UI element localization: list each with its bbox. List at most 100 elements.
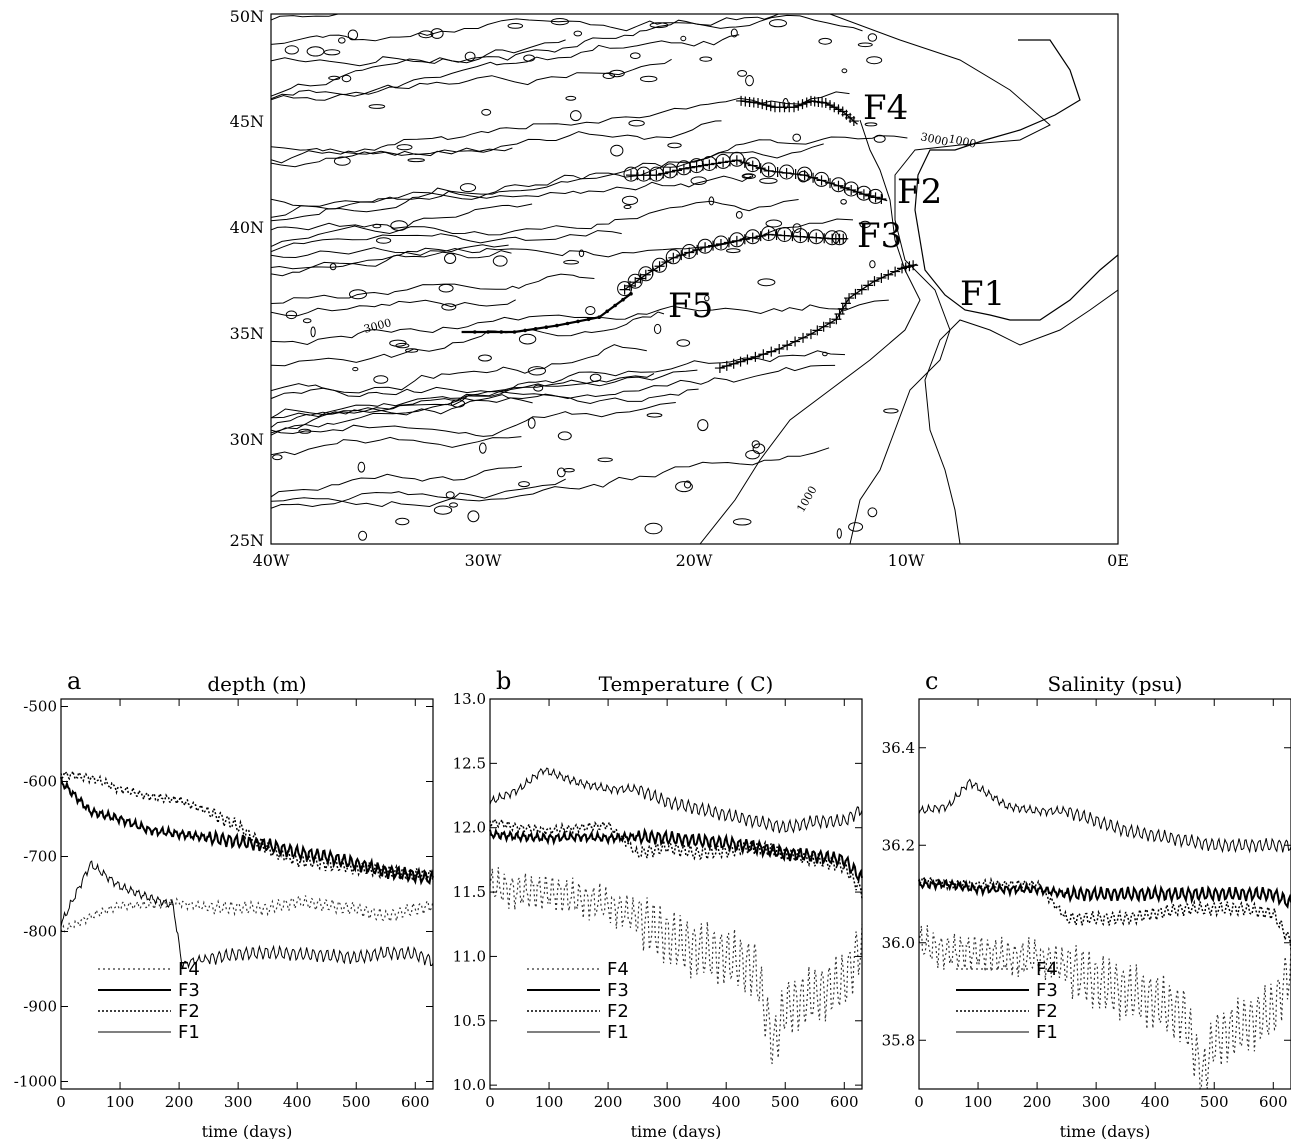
track-marker bbox=[801, 97, 812, 108]
panel-title: Salinity (psu) bbox=[1048, 672, 1183, 696]
bathymetry-blob bbox=[438, 283, 454, 293]
bathymetry-blob bbox=[675, 481, 693, 493]
coastline bbox=[914, 39, 1118, 321]
bathymetry-blob bbox=[751, 440, 760, 449]
bathymetry-blob bbox=[445, 491, 455, 499]
track-marker bbox=[755, 163, 766, 174]
track-circle-marker bbox=[745, 229, 761, 245]
bathymetry-line bbox=[271, 299, 516, 317]
track-marker bbox=[651, 170, 662, 181]
track-marker bbox=[765, 101, 776, 112]
bathymetry-blob bbox=[699, 56, 713, 62]
track-marker bbox=[772, 166, 783, 177]
y-tick-label: -600 bbox=[23, 773, 57, 791]
lat-label: 30N bbox=[230, 430, 264, 449]
bathymetry-blob bbox=[478, 354, 492, 362]
lon-label: 20W bbox=[676, 551, 713, 570]
bathymetry-blob bbox=[836, 528, 842, 539]
bathymetry-blob bbox=[358, 530, 368, 541]
x-tick-label: 200 bbox=[594, 1093, 623, 1111]
track-marker bbox=[763, 165, 774, 176]
bathymetry-blob bbox=[302, 318, 312, 324]
bathymetry-line bbox=[271, 14, 863, 45]
legend-label-f2: F2 bbox=[178, 1001, 200, 1022]
track-marker bbox=[731, 235, 742, 246]
bathymetry-blob bbox=[745, 75, 754, 87]
x-tick-label: 100 bbox=[964, 1093, 993, 1111]
bathymetry-blob bbox=[565, 95, 577, 101]
bathymetry-line bbox=[271, 244, 509, 277]
salinity-panel: 0 100 200 300 400 500 600 35.8 36.0 36.2 36.4 Salin… bbox=[882, 667, 1291, 1139]
track-marker bbox=[654, 261, 665, 272]
track-marker bbox=[848, 116, 859, 127]
x-tick-label: 400 bbox=[1141, 1093, 1170, 1111]
track-marker bbox=[523, 328, 527, 333]
track-marker bbox=[715, 239, 726, 250]
bathymetry-blob bbox=[306, 46, 325, 57]
bathymetry-blob bbox=[680, 35, 687, 42]
bathymetry-blob bbox=[578, 249, 585, 258]
bathymetry-blob bbox=[464, 51, 476, 62]
track-circle-marker bbox=[797, 166, 813, 182]
bathymetry-blob bbox=[873, 134, 886, 143]
track-marker bbox=[750, 351, 761, 362]
track-marker bbox=[761, 100, 772, 111]
track-marker bbox=[665, 166, 676, 177]
track-circle-marker bbox=[617, 281, 633, 297]
legend-label-f2: F2 bbox=[1036, 1001, 1058, 1022]
series-line-f3 bbox=[60, 776, 434, 886]
track-marker bbox=[863, 280, 874, 291]
track-marker bbox=[876, 272, 887, 283]
track-marker bbox=[825, 100, 836, 111]
track-marker bbox=[846, 184, 857, 195]
track-marker bbox=[708, 240, 719, 251]
track-circle-marker bbox=[761, 226, 777, 241]
track-marker bbox=[721, 360, 732, 371]
deep-contour bbox=[924, 289, 1118, 544]
slope-contour bbox=[699, 119, 921, 544]
track-marker bbox=[486, 330, 490, 334]
legend-label-f3: F3 bbox=[607, 980, 629, 1001]
bathymetry-blob bbox=[328, 75, 341, 81]
track-marker bbox=[739, 234, 750, 245]
y-tick-label: 36.0 bbox=[882, 934, 915, 952]
bathymetry-blob bbox=[573, 30, 583, 37]
bathymetry-blob bbox=[556, 467, 566, 478]
legend-label-f3: F3 bbox=[1036, 980, 1058, 1001]
track-circle-marker bbox=[792, 228, 808, 244]
x-tick-label: 100 bbox=[106, 1093, 135, 1111]
track-circle-marker bbox=[832, 230, 847, 246]
track-marker bbox=[619, 284, 630, 295]
track-marker bbox=[739, 157, 750, 168]
track-circle-marker bbox=[777, 227, 792, 242]
track-marker bbox=[869, 276, 880, 287]
track-circle-marker bbox=[636, 166, 652, 182]
track-marker bbox=[799, 170, 810, 181]
track-marker bbox=[735, 356, 746, 367]
bathymetry-blob bbox=[368, 104, 386, 109]
panel-title: Temperature ( C) bbox=[599, 672, 774, 696]
series-line-f3 bbox=[918, 877, 1291, 909]
float-track-f1 bbox=[719, 263, 917, 369]
bathymetry-blob bbox=[840, 199, 847, 205]
track-marker bbox=[825, 178, 836, 189]
bathymetry-blob bbox=[867, 507, 878, 518]
y-tick-label: -500 bbox=[23, 698, 57, 716]
track-marker bbox=[512, 330, 517, 334]
contour-label: 3000 bbox=[919, 130, 949, 149]
bathymetry-blob bbox=[628, 119, 645, 127]
track-marker bbox=[831, 314, 842, 325]
bathymetry-line bbox=[271, 273, 595, 304]
bathymetry-line bbox=[271, 39, 566, 97]
track-circle-marker bbox=[814, 171, 829, 187]
bathymetry-blob bbox=[373, 375, 389, 384]
bathymetry-blob bbox=[792, 133, 802, 142]
legend-label-f4: F4 bbox=[178, 959, 200, 980]
bathymetry-blob bbox=[732, 518, 752, 526]
bathymetry-blob bbox=[284, 45, 299, 55]
bathymetry-blob bbox=[743, 173, 754, 179]
track-circle-marker bbox=[627, 273, 643, 289]
track-marker bbox=[691, 161, 702, 172]
bathymetry-line bbox=[271, 465, 522, 498]
bathymetry-blob bbox=[602, 72, 615, 79]
